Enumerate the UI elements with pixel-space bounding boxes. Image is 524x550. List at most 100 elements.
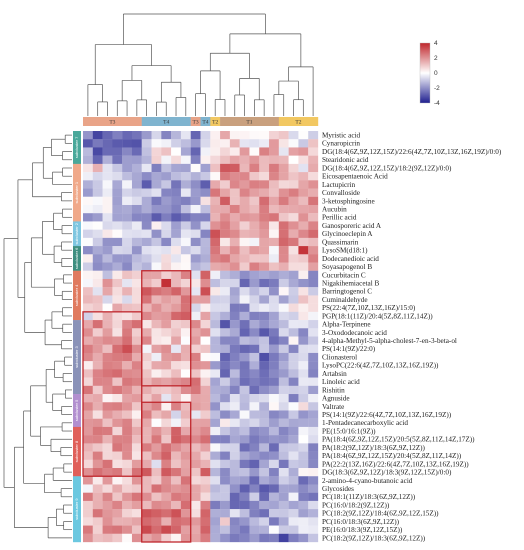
heatmap-cell bbox=[151, 385, 162, 395]
heatmap-cell bbox=[161, 468, 172, 477]
heatmap-cell bbox=[92, 320, 103, 329]
row-label: PA(18:4(6Z,9Z,12Z,15Z)/20:5(5Z,8Z,11Z,14… bbox=[322, 436, 475, 444]
heatmap-cell bbox=[269, 163, 279, 173]
heatmap-cell bbox=[122, 377, 133, 386]
heatmap-cell bbox=[278, 533, 289, 543]
heatmap-cell bbox=[269, 509, 279, 518]
row-labels: Myristic acidCynaropicrinDG(18:4(6Z,9Z,1… bbox=[322, 132, 502, 543]
row-cluster-label: subcluster 4 bbox=[74, 284, 79, 306]
heatmap-cell bbox=[259, 451, 270, 460]
heatmap-cell bbox=[171, 139, 182, 148]
heatmap-cell bbox=[308, 213, 319, 222]
heatmap-cell bbox=[249, 262, 260, 271]
heatmap-cell bbox=[161, 270, 172, 280]
heatmap-cell bbox=[122, 426, 133, 436]
heatmap-cell bbox=[92, 221, 103, 230]
heatmap-cell bbox=[102, 221, 113, 230]
heatmap-cell bbox=[102, 410, 113, 419]
heatmap-cell bbox=[259, 369, 270, 378]
heatmap-cell bbox=[161, 163, 172, 173]
row-cluster-bar bbox=[73, 246, 81, 271]
heatmap-cell bbox=[220, 147, 231, 156]
row-label: Ganosporeric acid A bbox=[322, 222, 382, 230]
heatmap-cell bbox=[298, 196, 309, 206]
heatmap-cell bbox=[83, 344, 93, 354]
heatmap-cell bbox=[151, 500, 162, 510]
heatmap-cell bbox=[180, 459, 191, 469]
heatmap-cell bbox=[249, 492, 260, 502]
heatmap-cell bbox=[220, 262, 231, 271]
heatmap-cell bbox=[92, 533, 103, 543]
heatmap-cell bbox=[171, 303, 182, 312]
heatmap-cell bbox=[171, 221, 182, 230]
heatmap-cell bbox=[278, 270, 289, 280]
heatmap-cell bbox=[278, 147, 289, 156]
heatmap-cell bbox=[249, 295, 260, 304]
heatmap-cell bbox=[151, 237, 162, 247]
heatmap-cell bbox=[112, 270, 123, 280]
heatmap-cell bbox=[210, 303, 221, 312]
heatmap-cell bbox=[131, 172, 142, 181]
heatmap-cell bbox=[239, 451, 250, 460]
heatmap-cell bbox=[269, 155, 279, 165]
heatmap-cell bbox=[200, 344, 211, 354]
heatmap-cell bbox=[131, 410, 142, 419]
heatmap-cell bbox=[102, 213, 113, 222]
heatmap-cell bbox=[112, 155, 123, 165]
heatmap-cell bbox=[171, 188, 182, 197]
heatmap-cell bbox=[210, 468, 221, 477]
heatmap-cell bbox=[278, 287, 289, 296]
heatmap-cell bbox=[83, 459, 93, 469]
heatmap-cell bbox=[190, 213, 201, 222]
heatmap-cell bbox=[220, 196, 231, 206]
heatmap-cell bbox=[151, 410, 162, 419]
heatmap-cell bbox=[200, 385, 211, 395]
heatmap-cell bbox=[161, 311, 172, 321]
heatmap-cell bbox=[131, 180, 142, 189]
heatmap-cell bbox=[200, 468, 211, 477]
heatmap-cell bbox=[229, 229, 240, 239]
row-label: Cynaropicrin bbox=[322, 140, 360, 148]
heatmap-cell bbox=[220, 237, 231, 247]
heatmap-cell bbox=[239, 213, 250, 222]
heatmap-cell bbox=[161, 361, 172, 370]
heatmap-cell bbox=[122, 509, 133, 518]
heatmap-cell bbox=[308, 361, 319, 370]
heatmap-cell bbox=[112, 262, 123, 271]
heatmap-cell bbox=[308, 172, 319, 181]
heatmap-cell bbox=[180, 525, 191, 534]
heatmap-cell bbox=[288, 320, 299, 329]
row-label: Rishitin bbox=[322, 386, 345, 394]
heatmap-cell bbox=[259, 385, 270, 395]
heatmap-cell bbox=[210, 418, 221, 428]
heatmap-cell bbox=[298, 213, 309, 222]
heatmap-cell bbox=[83, 320, 93, 329]
row-label: PC(18:2(9Z,12Z)/18:3(6Z,9Z,12Z)) bbox=[322, 534, 426, 542]
heatmap-cell bbox=[229, 361, 240, 370]
heatmap-cell bbox=[288, 131, 299, 140]
heatmap-cell bbox=[249, 163, 260, 173]
row-label: PA(18:2(9Z,12Z)/18:3(6Z,9Z,12Z)) bbox=[322, 444, 426, 452]
heatmap-cell bbox=[220, 459, 231, 469]
row-label: 2-amino-4-cyano-butanoic acid bbox=[322, 477, 413, 485]
heatmap-cell bbox=[151, 221, 162, 230]
heatmap-cell bbox=[259, 147, 270, 156]
heatmap-cell bbox=[200, 287, 211, 296]
heatmap-cell bbox=[308, 533, 319, 543]
heatmap-cell bbox=[288, 155, 299, 165]
heatmap-cell bbox=[102, 443, 113, 452]
heatmap-cell bbox=[131, 311, 142, 321]
heatmap-cell bbox=[239, 155, 250, 165]
heatmap-cell bbox=[210, 287, 221, 296]
heatmap-cell bbox=[269, 237, 279, 247]
heatmap-cell bbox=[269, 254, 279, 263]
heatmap-cell bbox=[151, 377, 162, 386]
heatmap-cell bbox=[210, 278, 221, 288]
heatmap-cell bbox=[112, 188, 123, 197]
heatmap-cell bbox=[269, 443, 279, 452]
heatmap-cell bbox=[220, 451, 231, 460]
heatmap-cell bbox=[249, 328, 260, 337]
heatmap-cell bbox=[210, 204, 221, 214]
heatmap-cell bbox=[161, 369, 172, 378]
